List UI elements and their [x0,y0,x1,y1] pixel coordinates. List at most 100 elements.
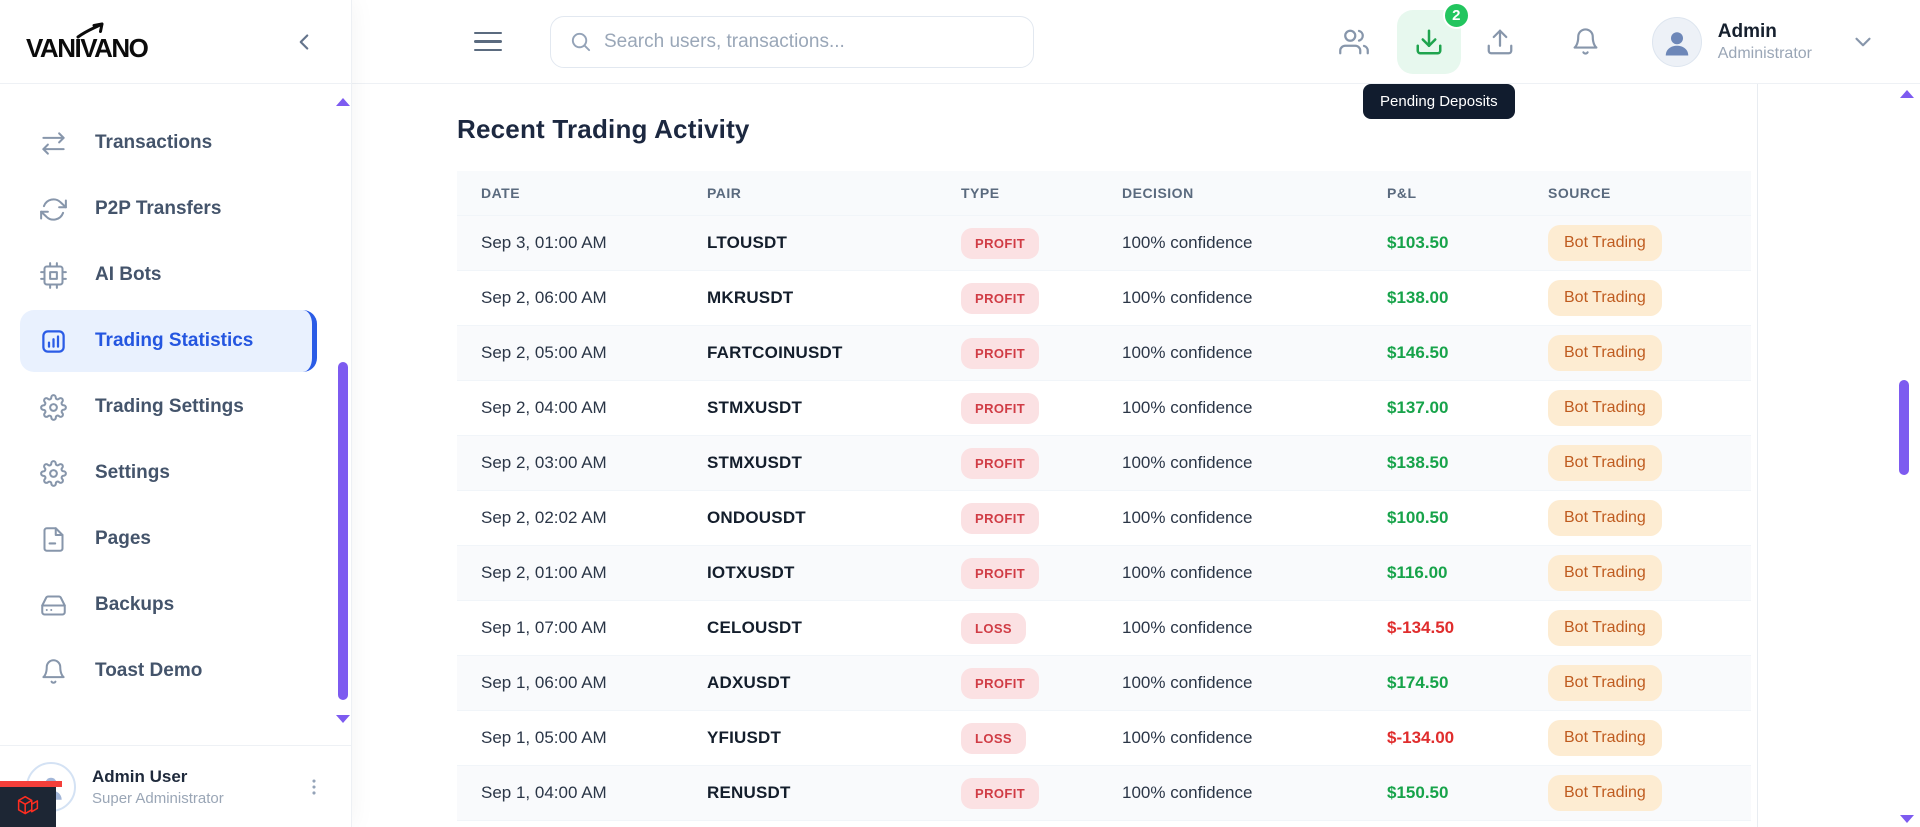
trade-decision: 100% confidence [1122,398,1253,417]
user-menu-kebab-icon[interactable] [303,776,325,798]
trade-decision: 100% confidence [1122,563,1253,582]
trade-pnl: $103.50 [1387,233,1449,252]
cpu-chip-icon [40,261,67,289]
sidebar-scrollbar-thumb[interactable] [338,362,348,700]
trade-pnl: $150.50 [1387,783,1449,802]
trade-date: Sep 2, 01:00 AM [481,563,607,582]
column-header-date: DATE [481,185,521,201]
trade-source-badge: Bot Trading [1548,335,1662,371]
table-row: Sep 2, 04:00 AM STMXUSDT PROFIT 100% con… [457,380,1751,435]
trade-pair: STMXUSDT [707,453,803,472]
trade-type-badge: PROFIT [961,337,1040,369]
chevron-left-icon [299,33,309,50]
profile-role: Administrator [1717,44,1812,62]
trade-source-badge: Bot Trading [1548,500,1662,536]
scroll-up-arrow-icon[interactable] [1900,90,1914,98]
scroll-down-arrow-icon[interactable] [1900,815,1914,823]
trade-pnl: $174.50 [1387,673,1449,692]
document-icon [40,526,67,553]
gear-icon [40,459,67,487]
trade-pnl: $-134.00 [1387,728,1455,747]
table-row: Sep 1, 06:00 AM ADXUSDT PROFIT 100% conf… [457,655,1751,710]
column-header-decision: DECISION [1122,185,1194,201]
pending-deposits-count-badge: 2 [1442,1,1470,29]
hard-drive-icon [40,592,67,619]
trade-decision: 100% confidence [1122,453,1253,472]
sidebar-item-toast-demo[interactable]: Toast Demo [0,638,351,704]
trade-date: Sep 2, 03:00 AM [481,453,607,472]
sidebar-item-label: Settings [95,462,170,483]
trade-type-badge: LOSS [961,612,1026,644]
trade-source-badge: Bot Trading [1548,390,1662,426]
brand-logo[interactable]: VANIVANO [26,15,196,69]
hamburger-menu-icon[interactable] [474,31,502,52]
trade-pnl: $137.00 [1387,398,1449,417]
trade-type-badge: PROFIT [961,227,1040,259]
sidebar-nav: Transactions P2P Transfers AI Bots Tradi… [0,84,351,704]
sidebar-item-ai-bots[interactable]: AI Bots [0,242,351,308]
content-area: Recent Trading Activity DATE PAIR TYPE D… [352,84,1920,821]
pending-deposits-button[interactable]: 2 [1396,1,1470,74]
trade-date: Sep 1, 06:00 AM [481,673,607,692]
main-area: 2 Admin Administrator Pendi [352,0,1920,827]
trade-type-badge: PROFIT [961,392,1040,424]
search-input[interactable] [604,30,1015,53]
trade-pnl: $146.50 [1387,343,1449,362]
scroll-up-arrow-icon[interactable] [336,98,350,106]
sidebar-logo-row: VANIVANO [0,0,351,84]
table-row: Sep 1, 07:00 AM CELOUSDT LOSS 100% confi… [457,600,1751,655]
profile-name: Admin [1717,20,1777,42]
sidebar-collapse-button[interactable] [291,29,317,55]
trade-decision: 100% confidence [1122,783,1253,802]
users-icon[interactable] [1338,27,1369,57]
laravel-debugbar-badge[interactable] [0,781,62,827]
page-title: Recent Trading Activity [457,114,750,144]
pending-deposits-tooltip: Pending Deposits [1363,84,1515,119]
sidebar-item-settings[interactable]: Settings [0,440,351,506]
search-icon [571,32,591,52]
table-body: Sep 3, 01:00 AM LTOUSDT PROFIT 100% conf… [457,215,1751,820]
page-scrollbar-thumb[interactable] [1899,380,1909,475]
trade-pair: STMXUSDT [707,398,803,417]
profile-menu[interactable]: Admin Administrator [1651,16,1876,67]
trade-type-badge: LOSS [961,722,1026,754]
column-header-source: SOURCE [1548,185,1611,201]
sidebar-item-label: Pages [95,528,151,549]
bell-icon [40,658,67,685]
trade-pair: IOTXUSDT [707,563,795,582]
trade-source-badge: Bot Trading [1548,775,1662,811]
bar-chart-icon [40,328,67,355]
trade-source-badge: Bot Trading [1548,280,1662,316]
column-header-pnl: P&L [1387,185,1417,201]
sidebar-item-trading-statistics[interactable]: Trading Statistics [20,310,317,372]
sidebar-item-label: Toast Demo [95,660,203,681]
table-row: Sep 2, 03:00 AM STMXUSDT PROFIT 100% con… [457,435,1751,490]
top-bar: 2 Admin Administrator Pendi [352,0,1920,119]
sidebar-scrollbar [336,84,350,745]
sidebar-item-backups[interactable]: Backups [0,572,351,638]
sidebar-item-trading-settings[interactable]: Trading Settings [0,374,351,440]
laravel-logo-icon [0,787,56,827]
table-row: Sep 1, 04:00 AM RENUSDT PROFIT 100% conf… [457,765,1751,820]
trading-activity-table: DATE PAIR TYPE DECISION P&L SOURCE Sep 3… [457,171,1751,821]
trade-type-badge: PROFIT [961,502,1040,534]
refresh-icon [40,196,67,223]
sidebar-item-p2p-transfers[interactable]: P2P Transfers [0,176,351,242]
global-search[interactable] [550,15,1034,68]
trade-type-badge: PROFIT [961,447,1040,479]
trade-decision: 100% confidence [1122,618,1253,637]
trade-pnl: $138.00 [1387,288,1449,307]
brand-logo-text: VANIVANO [26,33,149,63]
sidebar-item-pages[interactable]: Pages [0,506,351,572]
trade-decision: 100% confidence [1122,728,1253,747]
table-row: Sep 3, 01:00 AM LTOUSDT PROFIT 100% conf… [457,215,1751,270]
notifications-bell-icon[interactable] [1571,27,1600,56]
trade-pair: LTOUSDT [707,233,788,252]
trade-pair: YFIUSDT [707,728,782,747]
trade-pair: ADXUSDT [707,673,791,692]
trade-decision: 100% confidence [1122,288,1253,307]
upload-icon[interactable] [1485,27,1515,57]
sidebar-item-transactions[interactable]: Transactions [0,110,351,176]
scroll-down-arrow-icon[interactable] [336,715,350,723]
table-row: Sep 2, 01:00 AM IOTXUSDT PROFIT 100% con… [457,545,1751,600]
